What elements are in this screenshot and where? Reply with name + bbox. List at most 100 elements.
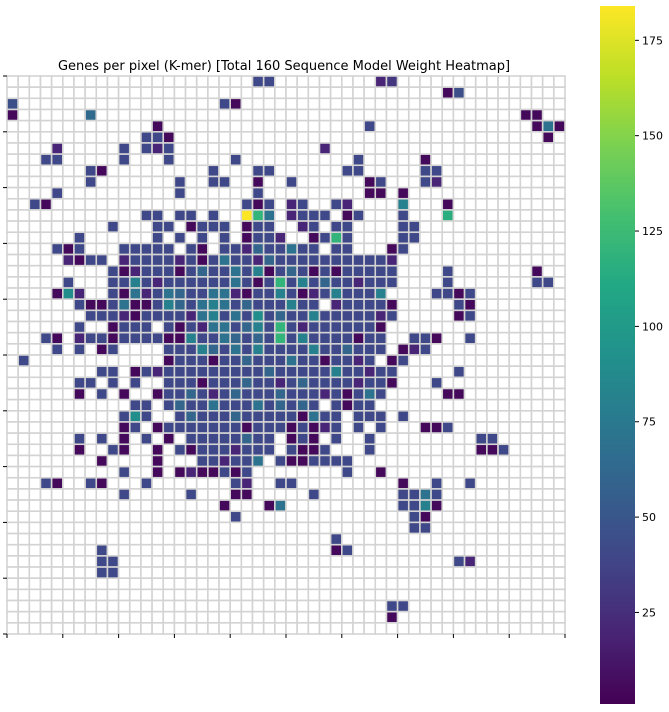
heatmap-cell-empty bbox=[363, 421, 377, 434]
heatmap-cell-filled bbox=[374, 287, 388, 301]
heatmap-cell-empty bbox=[128, 354, 142, 367]
heatmap-cell-filled bbox=[274, 454, 287, 468]
heatmap-cell-filled bbox=[329, 242, 343, 256]
heatmap-cell-empty bbox=[553, 454, 566, 468]
heatmap-cell-filled bbox=[73, 443, 86, 457]
heatmap-cell-empty bbox=[374, 555, 388, 568]
heatmap-cell-empty bbox=[28, 577, 42, 591]
heatmap-cell-empty bbox=[530, 331, 544, 345]
heatmap-cell-empty bbox=[6, 287, 19, 301]
heatmap-cell-filled bbox=[274, 253, 287, 267]
heatmap-cell-empty bbox=[307, 543, 321, 557]
heatmap-cell-empty bbox=[28, 320, 42, 334]
heatmap-cell-empty bbox=[497, 376, 511, 390]
heatmap-cell-empty bbox=[184, 566, 198, 579]
heatmap-cell-empty bbox=[419, 242, 432, 256]
heatmap-cell-empty bbox=[262, 532, 276, 546]
heatmap-cell-empty bbox=[151, 108, 165, 122]
heatmap-cell-filled bbox=[184, 432, 198, 446]
heatmap-cell-filled bbox=[240, 242, 254, 256]
heatmap-cell-filled bbox=[251, 432, 265, 446]
heatmap-cell-empty bbox=[274, 75, 287, 88]
heatmap-cell-empty bbox=[352, 131, 365, 144]
heatmap-cell-empty bbox=[195, 75, 209, 88]
heatmap-cell-empty bbox=[184, 153, 198, 167]
heatmap-cell-empty bbox=[39, 220, 53, 234]
heatmap-cell-empty bbox=[195, 488, 209, 501]
heatmap-cell-empty bbox=[251, 119, 265, 133]
heatmap-cell-filled bbox=[6, 97, 19, 111]
heatmap-cell-empty bbox=[452, 432, 466, 446]
heatmap-cell-empty bbox=[385, 186, 399, 200]
heatmap-cell-empty bbox=[207, 532, 220, 546]
heatmap-cell-filled bbox=[307, 309, 321, 323]
heatmap-cell-empty bbox=[17, 220, 31, 234]
heatmap-cell-empty bbox=[17, 622, 31, 635]
heatmap-cell-empty bbox=[396, 432, 410, 446]
heatmap-cell-empty bbox=[195, 175, 209, 189]
heatmap-cell-filled bbox=[184, 320, 198, 334]
heatmap-cell-empty bbox=[50, 75, 64, 88]
heatmap-cell-empty bbox=[195, 108, 209, 122]
heatmap-cell-empty bbox=[340, 577, 354, 591]
heatmap-cell-empty bbox=[106, 387, 120, 401]
heatmap-cell-empty bbox=[95, 209, 109, 222]
heatmap-cell-empty bbox=[463, 354, 477, 367]
heatmap-cell-empty bbox=[541, 532, 555, 546]
heatmap-cell-empty bbox=[17, 108, 31, 122]
heatmap-cell-empty bbox=[28, 142, 42, 155]
heatmap-cell-empty bbox=[195, 599, 209, 613]
heatmap-cell-empty bbox=[374, 197, 388, 211]
heatmap-cell-empty bbox=[140, 622, 153, 635]
heatmap-cell-empty bbox=[385, 343, 399, 356]
heatmap-cell-empty bbox=[128, 231, 142, 245]
heatmap-cell-empty bbox=[251, 566, 265, 579]
heatmap-cell-empty bbox=[251, 521, 265, 535]
heatmap-cell-empty bbox=[28, 622, 42, 635]
heatmap-cell-empty bbox=[207, 499, 220, 513]
heatmap-cell-empty bbox=[430, 309, 444, 323]
heatmap-cell-filled bbox=[251, 175, 265, 189]
heatmap-cell-filled bbox=[195, 276, 209, 289]
heatmap-cell-empty bbox=[486, 376, 499, 390]
heatmap-cell-empty bbox=[151, 175, 165, 189]
heatmap-cell-filled bbox=[195, 443, 209, 457]
heatmap-cell-empty bbox=[430, 521, 444, 535]
heatmap-cell-empty bbox=[61, 465, 75, 479]
heatmap-cell-empty bbox=[553, 555, 566, 568]
heatmap-cell-empty bbox=[430, 354, 444, 367]
heatmap-cell-empty bbox=[441, 231, 455, 245]
heatmap-cell-filled bbox=[240, 220, 254, 234]
heatmap-cell-empty bbox=[128, 186, 142, 200]
heatmap-cell-filled bbox=[329, 343, 343, 356]
heatmap-cell-empty bbox=[195, 588, 209, 602]
heatmap-cell-empty bbox=[318, 510, 332, 524]
heatmap-cell-empty bbox=[95, 197, 109, 211]
heatmap-cell-filled bbox=[229, 421, 243, 434]
heatmap-cell-empty bbox=[73, 153, 86, 167]
heatmap-cell-empty bbox=[541, 454, 555, 468]
heatmap-cell-empty bbox=[184, 131, 198, 144]
heatmap-cell-empty bbox=[452, 264, 466, 278]
heatmap-cell-empty bbox=[162, 532, 176, 546]
heatmap-cell-empty bbox=[374, 488, 388, 501]
heatmap-cell-empty bbox=[173, 476, 187, 490]
heatmap-cell-empty bbox=[117, 588, 131, 602]
heatmap-cell-empty bbox=[218, 599, 231, 613]
heatmap-cell-empty bbox=[374, 108, 388, 122]
heatmap-cell-empty bbox=[352, 142, 365, 155]
heatmap-cell-empty bbox=[363, 555, 377, 568]
heatmap-cell-empty bbox=[318, 543, 332, 557]
heatmap-cell-empty bbox=[374, 242, 388, 256]
heatmap-cell-empty bbox=[508, 588, 522, 602]
heatmap-cell-filled bbox=[173, 331, 187, 345]
heatmap-cell-empty bbox=[296, 622, 310, 635]
heatmap-cell-empty bbox=[28, 409, 42, 423]
heatmap-cell-empty bbox=[17, 543, 31, 557]
heatmap-cell-filled bbox=[240, 343, 254, 356]
heatmap-cell-filled bbox=[117, 432, 131, 446]
heatmap-cell-empty bbox=[17, 97, 31, 111]
heatmap-cell-empty bbox=[441, 242, 455, 256]
heatmap-cell-empty bbox=[452, 409, 466, 423]
heatmap-cell-empty bbox=[508, 409, 522, 423]
